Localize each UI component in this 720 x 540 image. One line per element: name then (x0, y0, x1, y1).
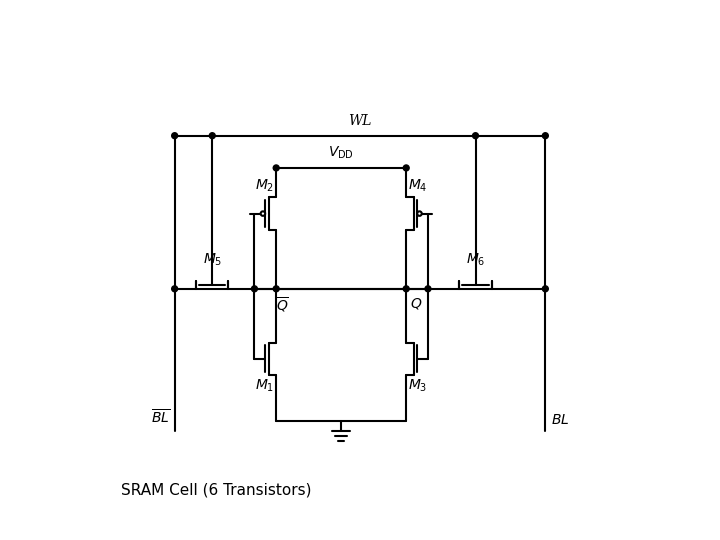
Circle shape (210, 133, 215, 139)
Circle shape (403, 286, 409, 292)
Circle shape (261, 211, 265, 216)
Text: $M_1$: $M_1$ (256, 378, 274, 394)
Circle shape (542, 133, 549, 139)
Text: $M_6$: $M_6$ (466, 252, 485, 268)
Text: SRAM Cell (6 Transistors): SRAM Cell (6 Transistors) (121, 482, 312, 497)
Text: $M_3$: $M_3$ (408, 378, 427, 394)
Text: $BL$: $BL$ (551, 413, 569, 427)
Circle shape (251, 286, 257, 292)
Circle shape (171, 133, 178, 139)
Circle shape (542, 286, 549, 292)
Text: $\overline{BL}$: $\overline{BL}$ (151, 409, 171, 427)
Text: $Q$: $Q$ (410, 296, 423, 311)
Circle shape (417, 211, 422, 216)
Circle shape (403, 165, 409, 171)
Circle shape (171, 286, 178, 292)
Circle shape (472, 133, 479, 139)
Text: $M_2$: $M_2$ (256, 178, 274, 194)
Circle shape (273, 165, 279, 171)
Text: $\overline{Q}$: $\overline{Q}$ (276, 296, 289, 315)
Text: $M_4$: $M_4$ (408, 178, 427, 194)
Text: WL: WL (348, 114, 372, 128)
Text: $V_{\rm DD}$: $V_{\rm DD}$ (328, 145, 354, 161)
Circle shape (273, 286, 279, 292)
Circle shape (425, 286, 431, 292)
Text: $M_5$: $M_5$ (202, 252, 222, 268)
